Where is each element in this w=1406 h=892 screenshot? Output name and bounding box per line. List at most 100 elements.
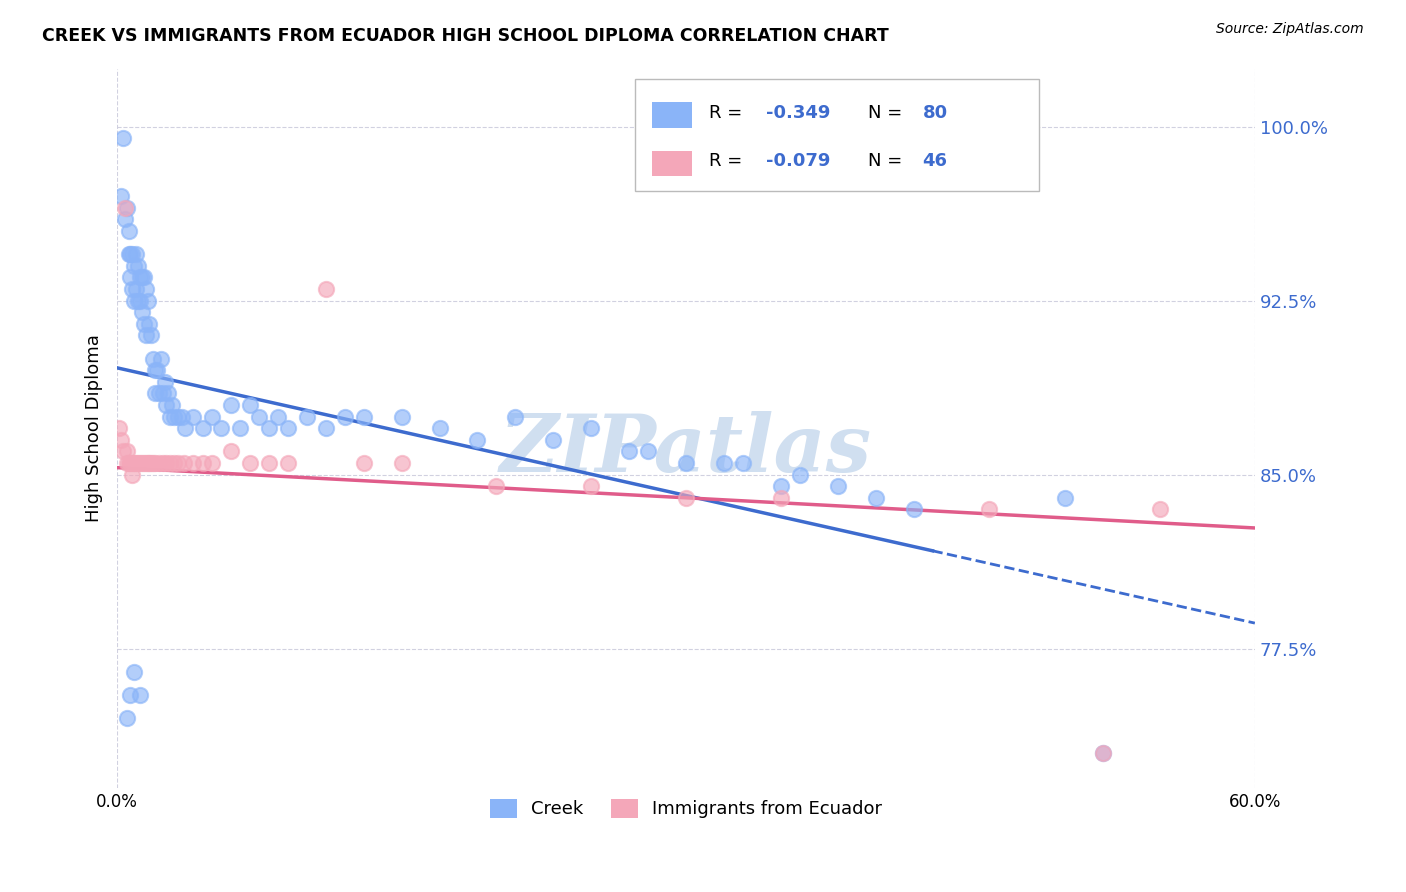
Text: R =: R =: [709, 153, 748, 170]
Point: [136, 456, 159, 470]
Point: [127, 259, 149, 273]
Point: [143, 456, 166, 470]
Point: [467, 433, 489, 447]
Point: [135, 456, 157, 470]
Point: [120, 270, 142, 285]
Point: [219, 398, 242, 412]
Point: [267, 409, 290, 424]
Point: [155, 456, 177, 470]
Point: [731, 456, 754, 470]
Point: [120, 247, 142, 261]
Point: [115, 201, 138, 215]
Legend: Creek, Immigrants from Ecuador: Creek, Immigrants from Ecuador: [482, 792, 890, 826]
Point: [108, 421, 131, 435]
Point: [353, 456, 375, 470]
Point: [127, 456, 149, 470]
Point: [146, 363, 169, 377]
Point: [110, 433, 132, 447]
Point: [131, 270, 153, 285]
Point: [117, 247, 139, 261]
Point: [131, 456, 153, 470]
Point: [637, 444, 659, 458]
Text: N =: N =: [868, 153, 908, 170]
Point: [277, 421, 299, 435]
Point: [505, 409, 527, 424]
Point: [1092, 746, 1115, 760]
Point: [174, 421, 197, 435]
Point: [135, 282, 157, 296]
Point: [201, 456, 224, 470]
FancyBboxPatch shape: [652, 103, 692, 128]
Point: [127, 293, 149, 308]
Text: CREEK VS IMMIGRANTS FROM ECUADOR HIGH SCHOOL DIPLOMA CORRELATION CHART: CREEK VS IMMIGRANTS FROM ECUADOR HIGH SC…: [42, 27, 889, 45]
Point: [115, 444, 138, 458]
Point: [120, 456, 142, 470]
Point: [239, 456, 262, 470]
Point: [315, 282, 337, 296]
Point: [191, 456, 214, 470]
Point: [135, 328, 157, 343]
Point: [173, 456, 195, 470]
Point: [295, 409, 318, 424]
Point: [138, 317, 160, 331]
Text: -0.349: -0.349: [766, 104, 830, 122]
Point: [117, 224, 139, 238]
Point: [333, 409, 356, 424]
Point: [122, 259, 145, 273]
Text: ZIPatlas: ZIPatlas: [501, 411, 872, 489]
Point: [769, 479, 792, 493]
Point: [125, 456, 148, 470]
Point: [391, 456, 413, 470]
Point: [159, 456, 181, 470]
Point: [391, 409, 413, 424]
Point: [152, 456, 174, 470]
Point: [120, 688, 142, 702]
Point: [110, 189, 132, 203]
Point: [903, 502, 925, 516]
Point: [543, 433, 565, 447]
Point: [125, 282, 148, 296]
Point: [675, 491, 697, 505]
Point: [181, 409, 204, 424]
Point: [141, 456, 163, 470]
Y-axis label: High School Diploma: High School Diploma: [86, 334, 103, 522]
Point: [114, 201, 136, 215]
Point: [219, 444, 242, 458]
Point: [789, 467, 811, 482]
Point: [181, 456, 204, 470]
Point: [1149, 502, 1171, 516]
Point: [129, 270, 152, 285]
Point: [579, 479, 602, 493]
Point: [131, 305, 153, 319]
Point: [353, 409, 375, 424]
Point: [122, 293, 145, 308]
Text: 80: 80: [922, 104, 948, 122]
Point: [115, 456, 138, 470]
Point: [121, 456, 143, 470]
Point: [132, 270, 155, 285]
Point: [865, 491, 887, 505]
Point: [121, 467, 143, 482]
Point: [129, 688, 152, 702]
Point: [149, 351, 172, 366]
Point: [111, 444, 134, 458]
Point: [136, 293, 159, 308]
Point: [114, 212, 136, 227]
Point: [117, 456, 139, 470]
Point: [229, 421, 252, 435]
Point: [141, 328, 163, 343]
Point: [157, 386, 180, 401]
Point: [675, 456, 697, 470]
Point: [159, 409, 181, 424]
Point: [1054, 491, 1077, 505]
Point: [148, 456, 170, 470]
Point: [247, 409, 270, 424]
Point: [122, 456, 145, 470]
Point: [163, 409, 186, 424]
Point: [122, 665, 145, 679]
Point: [143, 386, 166, 401]
Text: -0.079: -0.079: [766, 153, 830, 170]
Text: 46: 46: [922, 153, 948, 170]
Point: [617, 444, 640, 458]
Text: N =: N =: [868, 104, 908, 122]
